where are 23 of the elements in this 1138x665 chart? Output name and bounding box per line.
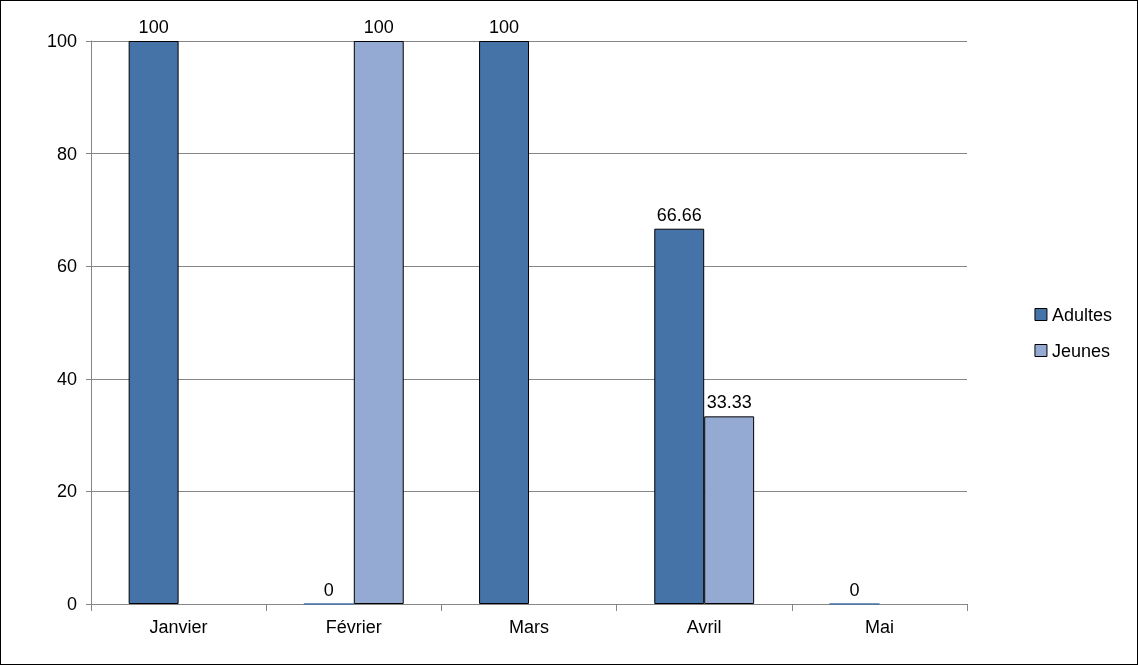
y-tick-label: 20	[56, 481, 77, 502]
x-tick-label: Mai	[864, 617, 894, 637]
bar	[479, 41, 529, 604]
x-tick-label: Février	[325, 617, 382, 637]
bar	[128, 41, 179, 604]
y-tick-label: 0	[66, 594, 77, 614]
y-tick-label: 80	[56, 143, 77, 164]
data-label: 66.66	[656, 204, 702, 225]
data-label: 0	[849, 579, 860, 600]
legend-label: Adultes	[1051, 304, 1113, 325]
y-tick-label: 60	[56, 256, 77, 277]
data-label: 100	[138, 17, 169, 37]
x-tick-label: Janvier	[149, 617, 208, 637]
data-label: 100	[489, 17, 520, 37]
x-tick-label: Avril	[686, 617, 722, 637]
x-tick-label: Mars	[509, 617, 549, 637]
y-tick-label: 100	[46, 31, 77, 51]
bar	[353, 41, 404, 604]
data-label: 33.33	[706, 392, 752, 413]
y-tick-label: 40	[56, 368, 77, 389]
legend-label: Jeunes	[1051, 340, 1111, 361]
data-label: 100	[363, 17, 394, 37]
data-label: 0	[323, 579, 334, 600]
